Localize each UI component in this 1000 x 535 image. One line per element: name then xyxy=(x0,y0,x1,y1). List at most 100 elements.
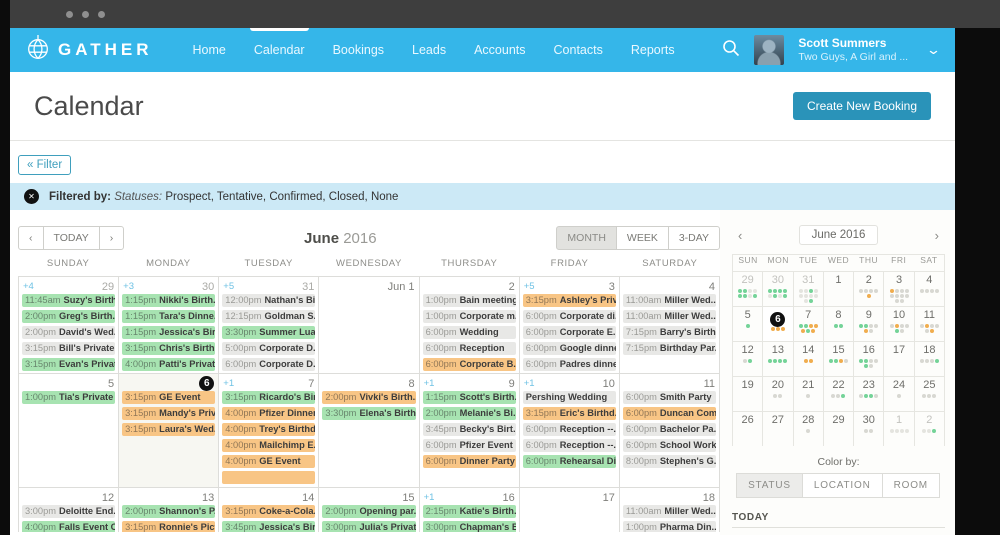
mini-day-cell[interactable]: 3 xyxy=(884,272,915,306)
more-events-link[interactable]: +1 xyxy=(523,378,535,389)
calendar-event[interactable] xyxy=(222,471,316,484)
mini-prev-icon[interactable]: ‹ xyxy=(738,227,743,243)
mini-day-cell[interactable]: 29 xyxy=(733,272,764,306)
calendar-event[interactable]: 6:00pm Reception --... xyxy=(522,423,616,436)
mini-day-cell[interactable]: 13 xyxy=(763,342,794,376)
color-by-status[interactable]: STATUS xyxy=(736,473,803,498)
more-events-link[interactable]: +1 xyxy=(423,378,435,389)
mini-day-cell[interactable]: 29 xyxy=(824,412,855,446)
mini-day-cell[interactable]: 20 xyxy=(763,377,794,411)
mini-day-cell[interactable]: 2 xyxy=(915,412,944,446)
mini-day-cell[interactable]: 27 xyxy=(763,412,794,446)
mini-day-cell[interactable]: 1 xyxy=(884,412,915,446)
prev-button[interactable]: ‹ xyxy=(18,226,44,250)
brand-logo[interactable]: GATHER xyxy=(26,34,153,66)
calendar-event[interactable]: 1:00pm Bain meeting xyxy=(422,294,516,307)
mini-day-cell[interactable]: 11 xyxy=(915,307,944,341)
more-events-link[interactable]: +3 xyxy=(123,281,134,292)
mini-day-cell[interactable]: 16 xyxy=(854,342,885,376)
day-cell[interactable]: 18 11:00am Miller Wed... 1:00pm Pharma Din..… xyxy=(620,488,719,532)
search-icon[interactable] xyxy=(722,39,740,62)
calendar-event[interactable]: 3:45pm Becky's Birt... xyxy=(422,423,516,436)
calendar-event[interactable]: 6:00pm Padres dinner xyxy=(522,358,616,371)
calendar-event[interactable]: 3:30pm Summer Luau xyxy=(222,326,316,339)
calendar-event[interactable]: 2:00pm Greg's Birth... xyxy=(22,310,116,323)
nav-item-calendar[interactable]: Calendar xyxy=(240,28,319,72)
mini-day-cell[interactable]: 1 xyxy=(824,272,855,306)
calendar-event[interactable]: 8:00pm Stephen's G... xyxy=(622,455,716,468)
more-events-link[interactable]: +1 xyxy=(423,492,435,503)
view-3-day[interactable]: 3-DAY xyxy=(667,226,720,250)
calendar-event[interactable]: 6:00pm Corporate D... xyxy=(222,358,316,371)
calendar-event[interactable]: Pershing Wedding xyxy=(522,391,616,404)
calendar-event[interactable]: 6:00pm Corporate B... xyxy=(422,358,516,371)
calendar-event[interactable]: 2:15pm Katie's Birth... xyxy=(422,505,516,518)
mini-day-cell[interactable]: 17 xyxy=(884,342,915,376)
next-button[interactable]: › xyxy=(98,226,125,250)
mini-day-cell[interactable]: 26 xyxy=(733,412,764,446)
mini-day-cell[interactable]: 12 xyxy=(733,342,764,376)
mini-day-cell[interactable]: 7 xyxy=(794,307,824,341)
avatar[interactable] xyxy=(754,35,785,65)
calendar-event[interactable]: 11:00am Miller Wed... xyxy=(622,310,716,323)
calendar-event[interactable]: 5:00pm Corporate D... xyxy=(222,342,316,355)
more-events-link[interactable]: +5 xyxy=(223,281,235,292)
calendar-event[interactable]: 6:00pm Corporate E... xyxy=(522,326,616,339)
calendar-event[interactable]: 6:00pm Pfizer Event xyxy=(422,439,516,452)
mini-day-cell[interactable]: 5 xyxy=(733,307,764,341)
create-new-booking-button[interactable]: Create New Booking xyxy=(792,92,931,120)
calendar-event[interactable]: 6:00pm Reception --... xyxy=(522,439,616,452)
mini-day-cell[interactable]: 10 xyxy=(884,307,915,341)
mini-day-cell[interactable]: 21 xyxy=(794,377,824,411)
day-cell[interactable]: Jun 1 xyxy=(319,277,420,373)
nav-item-home[interactable]: Home xyxy=(192,43,226,57)
day-cell[interactable]: 15 2:00pm Opening par... 3:00pm Julia's Priv… xyxy=(319,488,420,532)
calendar-event[interactable]: 3:15pm Coke-a-Cola... xyxy=(222,505,316,518)
calendar-event[interactable]: 2:00pm Vivki's Birth... xyxy=(322,391,416,404)
mini-day-cell[interactable]: 22 xyxy=(824,377,855,411)
calendar-event[interactable]: 6:00pm Reception xyxy=(422,342,516,355)
calendar-event[interactable]: 4:00pm GE Event xyxy=(222,455,316,468)
calendar-event[interactable]: 4:00pm Pfizer Dinner xyxy=(222,407,316,420)
mini-day-cell[interactable]: 18 xyxy=(915,342,944,376)
calendar-event[interactable]: 3:00pm Deloitte End... xyxy=(22,505,116,518)
nav-item-contacts[interactable]: Contacts xyxy=(553,43,603,57)
more-events-link[interactable]: +1 xyxy=(223,378,235,389)
calendar-event[interactable]: 6:00pm Wedding xyxy=(422,326,516,339)
mini-day-cell[interactable]: 23 xyxy=(854,377,885,411)
mini-day-cell[interactable]: 6 xyxy=(763,307,794,341)
calendar-event[interactable]: 4:00pm Mailchimp E... xyxy=(222,439,316,452)
day-cell[interactable]: 14 3:15pm Coke-a-Cola... 3:45pm Jessica's Bi… xyxy=(219,488,320,532)
calendar-event[interactable]: 2:00pm Opening par... xyxy=(322,505,416,518)
user-menu[interactable]: Scott Summers Two Guys, A Girl and ... xyxy=(798,36,908,64)
calendar-event[interactable]: 1:15pm Nikki's Birth... xyxy=(122,294,216,307)
mini-day-cell[interactable]: 2 xyxy=(854,272,885,306)
calendar-event[interactable]: 6:00pm Smith Party xyxy=(622,391,716,404)
